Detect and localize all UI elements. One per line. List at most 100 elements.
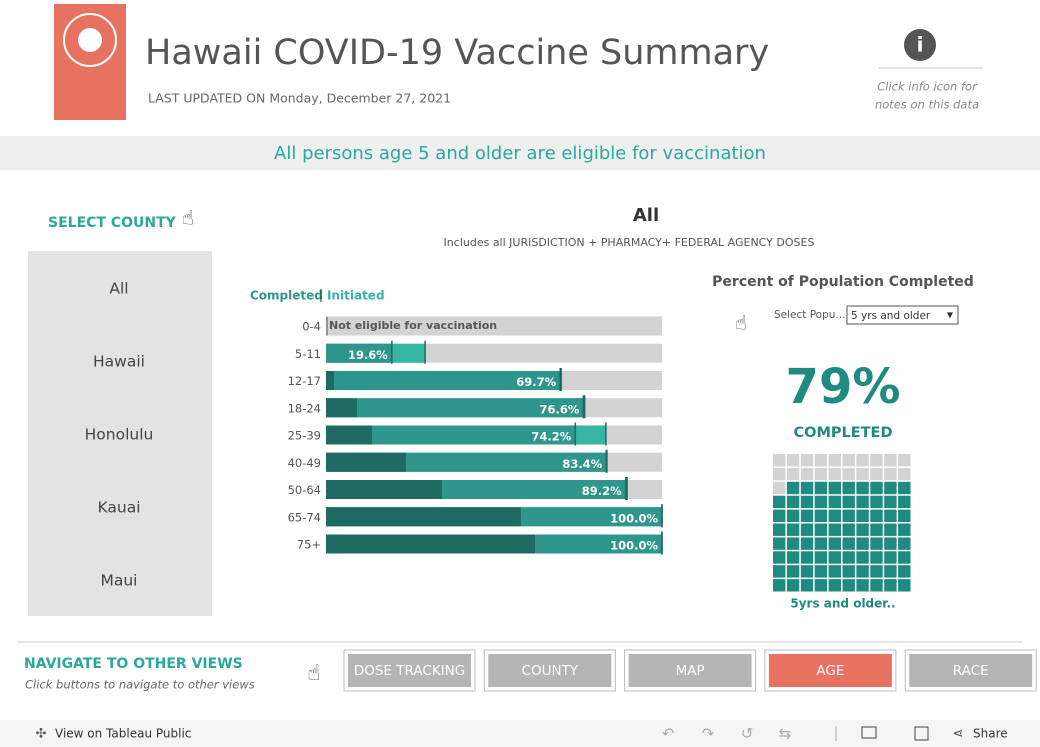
waffle-cell [870,509,883,522]
bar-completed [326,343,392,363]
waffle-cell [814,551,828,564]
waffle-cell [828,579,841,592]
waffle-cell [814,565,828,578]
nav-button-label: RACE [953,663,989,679]
bar-completed [326,398,584,418]
waffle-cell [884,523,897,536]
waffle-cell [898,481,911,495]
waffle-cell [870,495,883,509]
waffle-cell [856,551,869,564]
comment-button[interactable] [861,726,877,739]
waffle-cell [814,523,828,536]
waffle-cell [898,537,911,550]
redo-button[interactable]: ↷ [702,725,715,743]
population-select[interactable] [846,305,959,325]
waffle-cell [842,523,855,536]
tableau-link[interactable]: View on Tableau Public [55,727,191,741]
waffle-cell [828,565,841,578]
banner-text: All persons age 5 and older are eligible… [274,143,766,164]
waffle-cell [786,523,800,536]
waffle-cell [800,579,814,592]
chart-title: All [633,205,659,226]
fullscreen-button[interactable] [914,726,929,741]
nav-button[interactable] [628,654,752,687]
county-title: SELECT COUNTY [48,215,177,231]
waffle-cell [786,454,800,467]
waffle-cell [828,523,841,536]
bar-dark-segment [326,371,335,390]
waffle-cell [814,454,828,467]
nav-button-label: COUNTY [522,663,579,679]
county-option[interactable]: Kauai [97,499,140,517]
waffle-cell [773,579,786,592]
legend-entry: Initiated [327,289,385,303]
waffle-cell [898,523,911,536]
bar-dark-segment [326,507,521,527]
county-option[interactable]: Honolulu [85,426,154,444]
data-label: 100.0% [610,539,658,553]
waffle-cell [842,537,855,550]
waffle-cell [898,454,911,467]
county-option[interactable]: All [109,280,128,298]
pointer-icon: ☝ [307,661,320,686]
waffle-cell [842,454,855,467]
nav-button[interactable] [909,654,1033,687]
waffle-cell [884,537,897,550]
waffle-cell [786,537,800,550]
waffle-cell [870,454,883,467]
waffle-cell [814,537,828,550]
revert-button[interactable]: ↺ [741,725,754,743]
data-label: 69.7% [516,375,556,389]
y-tick-label: 5-11 [295,347,321,361]
waffle-cell [773,454,786,467]
bar-dark-segment [326,425,373,445]
waffle-cell [814,467,828,481]
waffle-cell [800,551,814,564]
waffle-cell [842,579,855,592]
waffle-cell [898,579,911,592]
logo [54,4,126,120]
waffle-cell [773,537,786,550]
waffle-cell [786,481,800,495]
undo-button[interactable]: ↶ [662,725,675,743]
waffle-cell [842,467,855,481]
bar-dark-segment [326,480,442,499]
summary-title: Percent of Population Completed [712,274,974,290]
waffle-cell [828,467,841,481]
waffle-cell [800,467,814,481]
pointer-icon: ☝ [182,206,194,230]
waffle-cell [884,509,897,522]
bar-dark-segment [326,534,535,554]
tableau-icon: ✣ [36,727,47,742]
waffle-cell [786,579,800,592]
waffle-cell [856,565,869,578]
waffle-cell [773,481,786,495]
share-button[interactable]: Share [973,727,1008,741]
waffle-cell [800,481,814,495]
nav-button[interactable] [768,654,892,687]
waffle-cell [884,481,897,495]
data-label: 89.2% [582,484,622,498]
waffle-cell [898,509,911,522]
nav-subtitle: Click buttons to navigate to other views [25,678,255,692]
county-option[interactable]: Hawaii [93,353,145,371]
banner [0,136,1040,170]
waffle-cell [898,565,911,578]
waffle-cell [856,579,869,592]
county-option[interactable]: Maui [100,572,137,590]
waffle-cell [842,481,855,495]
waffle-cell [828,454,841,467]
bar-dark-segment [326,452,406,472]
nav-button[interactable] [348,654,471,687]
data-label: 19.6% [348,348,388,362]
waffle-cell [773,495,786,509]
refresh-button[interactable]: ⇆ [779,725,792,743]
waffle-cell [773,523,786,536]
select-label: Select Popu... [774,309,845,321]
waffle-cell [856,509,869,522]
waffle [773,454,911,592]
waffle-cell [884,467,897,481]
info-icon[interactable] [904,29,936,61]
nav-button[interactable] [488,654,612,687]
